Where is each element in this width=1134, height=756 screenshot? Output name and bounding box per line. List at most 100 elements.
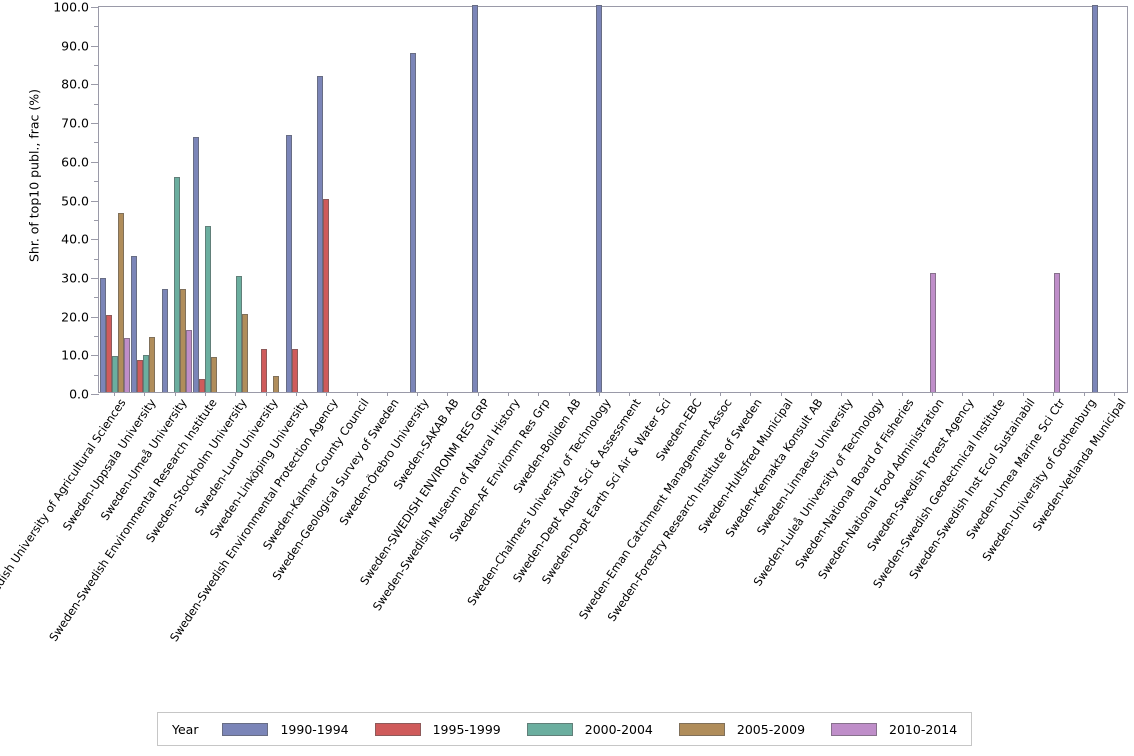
legend-entry[interactable]: 2000-2004 <box>526 722 653 737</box>
bar-group <box>378 7 409 392</box>
bar <box>199 379 205 392</box>
y-axis-tick-label: 10.0 <box>61 347 89 363</box>
x-axis-tick-mark <box>629 392 631 396</box>
plot-area: 0.0 10.0 20.0 30.0 40.0 50.0 60.0 70.0 80.0 90.0 1… <box>53 0 1128 402</box>
bar <box>100 277 106 392</box>
bar-group <box>1091 5 1122 392</box>
bar-group <box>1060 7 1091 392</box>
x-axis-tick-mark <box>901 392 903 396</box>
x-axis-tick-mark <box>871 392 873 396</box>
y-axis-tick-label: 30.0 <box>61 270 89 286</box>
y-axis-minor-tick <box>94 103 99 105</box>
x-axis-tick-mark <box>417 392 419 396</box>
bar <box>596 5 602 392</box>
y-axis-tick-mark <box>91 45 99 47</box>
legend-swatch <box>831 722 878 736</box>
bar-group <box>533 7 564 392</box>
bar-group <box>223 7 254 392</box>
bar-group <box>626 7 657 392</box>
x-axis-tick-mark <box>780 392 782 396</box>
bar-group <box>192 7 223 392</box>
x-axis-tick-mark <box>144 392 146 396</box>
bar <box>472 5 478 392</box>
bar-group <box>161 7 192 392</box>
x-axis-tick-mark <box>750 392 752 396</box>
bar-group <box>1122 7 1134 392</box>
bar <box>261 349 267 392</box>
bar <box>286 135 292 392</box>
bar-group <box>564 7 595 392</box>
bar <box>131 255 137 392</box>
bar <box>186 330 192 392</box>
y-axis-tick-mark <box>91 7 99 8</box>
x-axis-tick-mark <box>538 392 540 396</box>
legend-label: 1990-1994 <box>280 721 349 737</box>
y-axis-tick-label: 80.0 <box>61 76 89 92</box>
x-axis-tick-mark <box>326 392 328 396</box>
bar <box>112 356 118 392</box>
bar-group <box>409 7 440 392</box>
bar <box>211 356 217 392</box>
y-axis-tick-label: 70.0 <box>61 115 89 131</box>
x-axis-tick-mark <box>720 392 722 396</box>
x-axis-tick-mark <box>1083 392 1085 396</box>
bar-group <box>595 5 626 392</box>
y-axis-tick-mark <box>91 239 99 241</box>
x-axis-tick-mark <box>810 392 812 396</box>
legend-label: 2010-2014 <box>889 721 958 737</box>
bar-group <box>440 7 471 392</box>
legend-label: 1995-1999 <box>432 721 501 737</box>
legend-title: Year <box>172 721 199 737</box>
y-axis-minor-tick <box>94 374 99 376</box>
bar <box>162 288 168 392</box>
x-axis-tick-mark <box>689 392 691 396</box>
y-axis-tick-mark <box>91 123 99 125</box>
x-axis-tick-mark <box>205 392 207 396</box>
x-axis-tick-mark <box>962 392 964 396</box>
legend: Year 1990-1994 1995-1999 2000-2004 2005-200… <box>157 712 973 746</box>
y-axis-tick-mark <box>91 161 99 163</box>
y-axis-tick-label: 50.0 <box>61 193 89 208</box>
x-axis-tick-mark <box>932 392 934 396</box>
bar <box>236 275 242 392</box>
x-axis-tick-mark <box>295 392 297 396</box>
bar-group <box>781 7 812 392</box>
x-axis-tick-mark <box>235 392 237 396</box>
legend-swatch <box>374 722 421 736</box>
y-axis-minor-tick <box>94 219 99 221</box>
y-axis-tick-mark <box>91 355 99 357</box>
x-axis-tick-label: Sweden-Swedish Museum of Natural History <box>370 396 523 613</box>
y-axis-tick-mark <box>91 316 99 318</box>
bar <box>205 226 211 392</box>
x-axis-tick-mark <box>265 392 267 396</box>
bar-group <box>936 7 967 392</box>
bar <box>242 314 248 392</box>
bar <box>174 176 180 392</box>
x-axis-tick-mark <box>386 392 388 396</box>
x-axis-tick-mark <box>174 392 176 396</box>
legend-entry[interactable]: 1990-1994 <box>222 721 349 737</box>
bar-group <box>99 7 130 392</box>
bar-group <box>688 7 719 392</box>
legend-entries: 1990-1994 1995-1999 2000-2004 2005-2009 2010… <box>222 722 957 737</box>
x-axis-tick-mark <box>659 392 661 396</box>
y-axis-tick-label: 0.0 <box>69 386 89 402</box>
y-axis-minor-tick <box>94 142 99 144</box>
bar-group <box>750 7 781 392</box>
legend-entry[interactable]: 1995-1999 <box>374 721 501 737</box>
bar <box>193 136 199 392</box>
legend-swatch <box>678 722 725 736</box>
bar <box>292 349 298 392</box>
x-axis-tick-mark <box>356 392 358 396</box>
y-axis-tick-mark <box>91 394 99 395</box>
bar <box>137 360 143 392</box>
bar <box>317 76 323 392</box>
bar-group <box>130 7 161 392</box>
legend-entry[interactable]: 2005-2009 <box>678 722 805 737</box>
x-axis-tick-label-text: Sweden-Swedish Museum of Natural History <box>369 396 523 614</box>
y-axis-minor-tick <box>94 65 99 67</box>
bar-group <box>254 7 285 392</box>
bar <box>1054 272 1060 392</box>
legend-entry[interactable]: 2010-2014 <box>831 722 957 737</box>
